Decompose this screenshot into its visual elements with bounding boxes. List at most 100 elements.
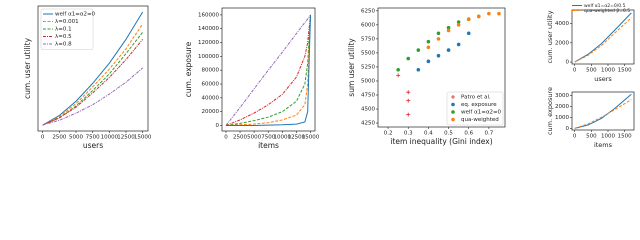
y-axis-label: cum. exposure [184,41,193,97]
x-tick-label: 1000 [601,68,615,74]
scatter-point [406,56,411,61]
y-tick-label: 5000 [361,78,375,84]
y-tick-label: 4250 [361,121,375,127]
x-tick-label: 0.2 [384,131,393,137]
scatter-point [436,37,441,41]
scatter-point [497,11,501,16]
scatter-point [426,59,431,64]
legend-label: welf α1=α2=0/0.5 [584,3,626,9]
line-series [225,14,311,126]
x-axis-label: users [594,75,612,83]
line-series [42,23,144,126]
legend-box [40,8,94,50]
scatter-point [436,53,441,58]
y-tick-label: 0 [566,126,570,132]
x-axis-label: item inequality (Gini index) [390,137,492,146]
x-tick-label: 0 [573,134,577,140]
y-tick-label: 20000 [202,109,220,115]
scatter-point [416,48,421,52]
line-series [225,14,311,126]
y-tick-label: 6250 [361,8,375,14]
y-tick-label: 6000 [361,22,375,28]
plot-frame [37,5,149,132]
scatter-point [446,25,451,30]
x-tick-label: 1500 [618,134,632,140]
y-tick-label: 5750 [361,36,375,42]
y-tick-label: 5500 [361,50,375,56]
y-tick-label: 100000 [198,54,219,60]
line-series [574,93,632,129]
x-tick-label: 2500 [52,135,66,141]
x-tick-label: 2500 [233,135,247,141]
scatter-point [396,67,400,72]
y-tick-label: 0 [566,60,570,66]
line-series [42,39,144,126]
legend-label: λ=0.001 [55,19,79,25]
legend-box [446,91,504,126]
legend-label: eq. exposure [461,102,497,108]
y-tick-label: 5250 [361,64,375,70]
scatter-point [476,14,481,19]
line-series [225,14,311,126]
scatter-point [396,73,401,78]
x-tick-label: 0.7 [484,131,493,137]
y-tick-label: 1000 [555,115,569,121]
legend-label: λ=0.5 [55,34,72,40]
y-tick-label: 3000 [555,93,569,99]
x-axis-label: items [258,141,279,150]
legend-label: welf α1=α2=0 [55,12,96,18]
y-axis-label: sum user utility [347,38,356,97]
scatter-point [466,31,471,36]
y-tick-label: 140000 [198,26,219,32]
legend-label: λ=0.1 [55,27,72,33]
x-tick-label: 15000 [134,135,152,141]
y-tick-label: 2000 [555,104,569,110]
plot-frame [571,9,635,65]
y-tick-label: 40000 [202,95,220,101]
x-tick-label: 12500 [288,135,306,141]
legend-marker [451,95,455,99]
x-tick-label: 500 [586,134,597,140]
legend-marker [451,102,455,107]
x-tick-label: 10000 [274,135,292,141]
x-tick-label: 5000 [69,135,83,141]
legend-label: Patro et al. [461,95,491,101]
x-tick-label: 0.4 [424,131,433,137]
x-tick-label: 0.6 [464,131,473,137]
scatter-point [406,90,411,95]
y-tick-label: 0 [216,123,220,129]
x-tick-label: 7500 [261,135,275,141]
x-tick-label: 12500 [117,135,135,141]
x-tick-label: 0 [41,135,45,141]
scatter-point [466,17,471,22]
scatter-point [416,67,421,72]
y-tick-label: 4500 [361,107,375,113]
line-series [225,14,311,126]
legend-label: welf α1=α2=0 [461,110,502,116]
y-axis-label: cum. user utility [546,10,554,63]
y-tick-label: 4750 [361,93,375,99]
legend-label: λ=0.8 [55,42,72,48]
scatter-point [456,23,461,27]
scatter-point [446,48,451,52]
scatter-point [406,98,411,103]
x-tick-label: 5000 [247,135,261,141]
x-tick-label: 0 [573,68,577,74]
y-axis-label: cum. user utility [23,37,32,99]
line-series [574,99,632,129]
x-tick-label: 1000 [601,134,615,140]
scatter-point [456,42,461,47]
x-tick-label: 0.3 [404,131,413,137]
scatter-point [456,20,461,24]
x-tick-label: 0.5 [444,131,453,137]
x-tick-label: 1500 [618,68,632,74]
scatter-point [436,31,441,36]
legend-marker [451,110,455,114]
line-series [225,14,311,126]
legend-marker [451,117,455,122]
y-tick-label: 60000 [202,82,220,88]
line-series [42,11,144,126]
x-tick-label: 10000 [101,135,119,141]
plot-frame [377,7,506,128]
